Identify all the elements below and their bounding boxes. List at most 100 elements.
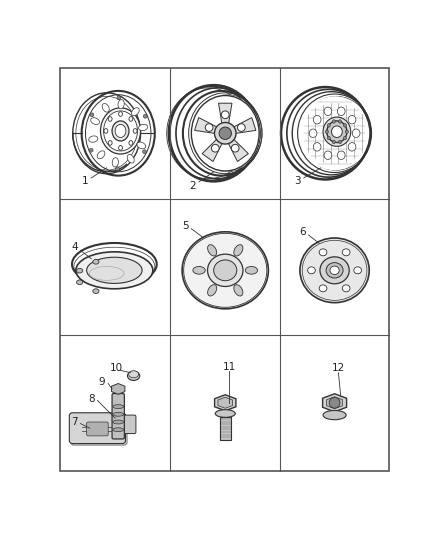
Circle shape: [143, 115, 147, 118]
Ellipse shape: [193, 266, 205, 274]
Ellipse shape: [93, 289, 99, 294]
Text: 10: 10: [110, 363, 123, 373]
Circle shape: [221, 111, 229, 119]
Ellipse shape: [112, 121, 129, 141]
Ellipse shape: [327, 121, 347, 142]
Ellipse shape: [91, 118, 99, 125]
Ellipse shape: [300, 96, 369, 170]
Ellipse shape: [234, 245, 243, 256]
Ellipse shape: [119, 146, 123, 150]
Ellipse shape: [108, 117, 112, 122]
Ellipse shape: [326, 263, 343, 278]
Ellipse shape: [100, 108, 141, 154]
FancyBboxPatch shape: [69, 413, 126, 443]
FancyBboxPatch shape: [112, 393, 124, 439]
Text: 2: 2: [190, 181, 196, 191]
Ellipse shape: [131, 108, 139, 116]
Polygon shape: [233, 118, 256, 134]
Circle shape: [117, 96, 121, 100]
Ellipse shape: [339, 140, 342, 144]
Ellipse shape: [118, 100, 124, 109]
Text: 7: 7: [71, 417, 78, 427]
Circle shape: [212, 144, 219, 152]
Polygon shape: [218, 397, 233, 408]
Ellipse shape: [332, 140, 336, 144]
Ellipse shape: [313, 143, 321, 151]
Bar: [220, 417, 231, 440]
Ellipse shape: [87, 257, 142, 284]
Polygon shape: [202, 139, 223, 161]
FancyBboxPatch shape: [71, 414, 127, 445]
Text: 1: 1: [82, 176, 88, 186]
Ellipse shape: [323, 410, 346, 419]
Circle shape: [116, 167, 120, 171]
Text: 8: 8: [88, 394, 95, 404]
Ellipse shape: [113, 420, 124, 424]
Ellipse shape: [352, 129, 360, 138]
Circle shape: [329, 398, 340, 408]
Ellipse shape: [337, 107, 345, 116]
Ellipse shape: [112, 158, 118, 167]
Text: 9: 9: [99, 377, 106, 387]
Ellipse shape: [138, 124, 148, 131]
Ellipse shape: [324, 151, 332, 159]
Polygon shape: [327, 397, 343, 409]
Polygon shape: [112, 384, 125, 394]
Ellipse shape: [103, 111, 138, 151]
Ellipse shape: [320, 257, 349, 284]
Circle shape: [90, 113, 94, 117]
Ellipse shape: [119, 112, 123, 116]
Ellipse shape: [137, 142, 146, 149]
Ellipse shape: [348, 143, 356, 151]
Text: 5: 5: [182, 221, 188, 231]
Ellipse shape: [343, 124, 346, 127]
Ellipse shape: [330, 266, 339, 274]
Ellipse shape: [319, 249, 327, 256]
Ellipse shape: [76, 252, 153, 289]
Ellipse shape: [245, 266, 258, 274]
Ellipse shape: [332, 120, 336, 123]
Ellipse shape: [115, 124, 126, 138]
Ellipse shape: [182, 232, 268, 309]
Polygon shape: [322, 394, 346, 412]
Ellipse shape: [102, 103, 109, 112]
Ellipse shape: [313, 116, 321, 124]
Text: 3: 3: [294, 176, 301, 186]
Ellipse shape: [234, 285, 243, 296]
Ellipse shape: [113, 385, 124, 392]
Circle shape: [143, 150, 146, 154]
Ellipse shape: [354, 267, 361, 274]
Polygon shape: [215, 395, 236, 411]
Ellipse shape: [339, 120, 342, 123]
Ellipse shape: [346, 130, 349, 133]
Ellipse shape: [108, 141, 112, 145]
Ellipse shape: [342, 285, 350, 292]
Polygon shape: [228, 139, 248, 161]
Ellipse shape: [127, 371, 140, 381]
Ellipse shape: [343, 136, 346, 140]
Circle shape: [205, 124, 213, 132]
FancyBboxPatch shape: [87, 422, 108, 436]
Ellipse shape: [129, 371, 138, 378]
Polygon shape: [194, 118, 218, 134]
Circle shape: [231, 144, 239, 152]
Ellipse shape: [337, 151, 345, 159]
Ellipse shape: [89, 136, 98, 142]
Ellipse shape: [113, 405, 124, 408]
Ellipse shape: [324, 107, 332, 116]
Ellipse shape: [113, 413, 124, 416]
Ellipse shape: [208, 254, 243, 287]
Ellipse shape: [97, 151, 105, 159]
Ellipse shape: [127, 155, 134, 163]
Ellipse shape: [191, 95, 260, 172]
Text: 6: 6: [299, 227, 306, 237]
Ellipse shape: [348, 116, 356, 124]
FancyBboxPatch shape: [119, 415, 136, 433]
Polygon shape: [219, 103, 232, 125]
Ellipse shape: [215, 410, 235, 417]
Ellipse shape: [325, 130, 328, 133]
Ellipse shape: [332, 126, 342, 138]
Ellipse shape: [104, 128, 108, 133]
Ellipse shape: [342, 249, 350, 256]
Ellipse shape: [300, 238, 369, 303]
